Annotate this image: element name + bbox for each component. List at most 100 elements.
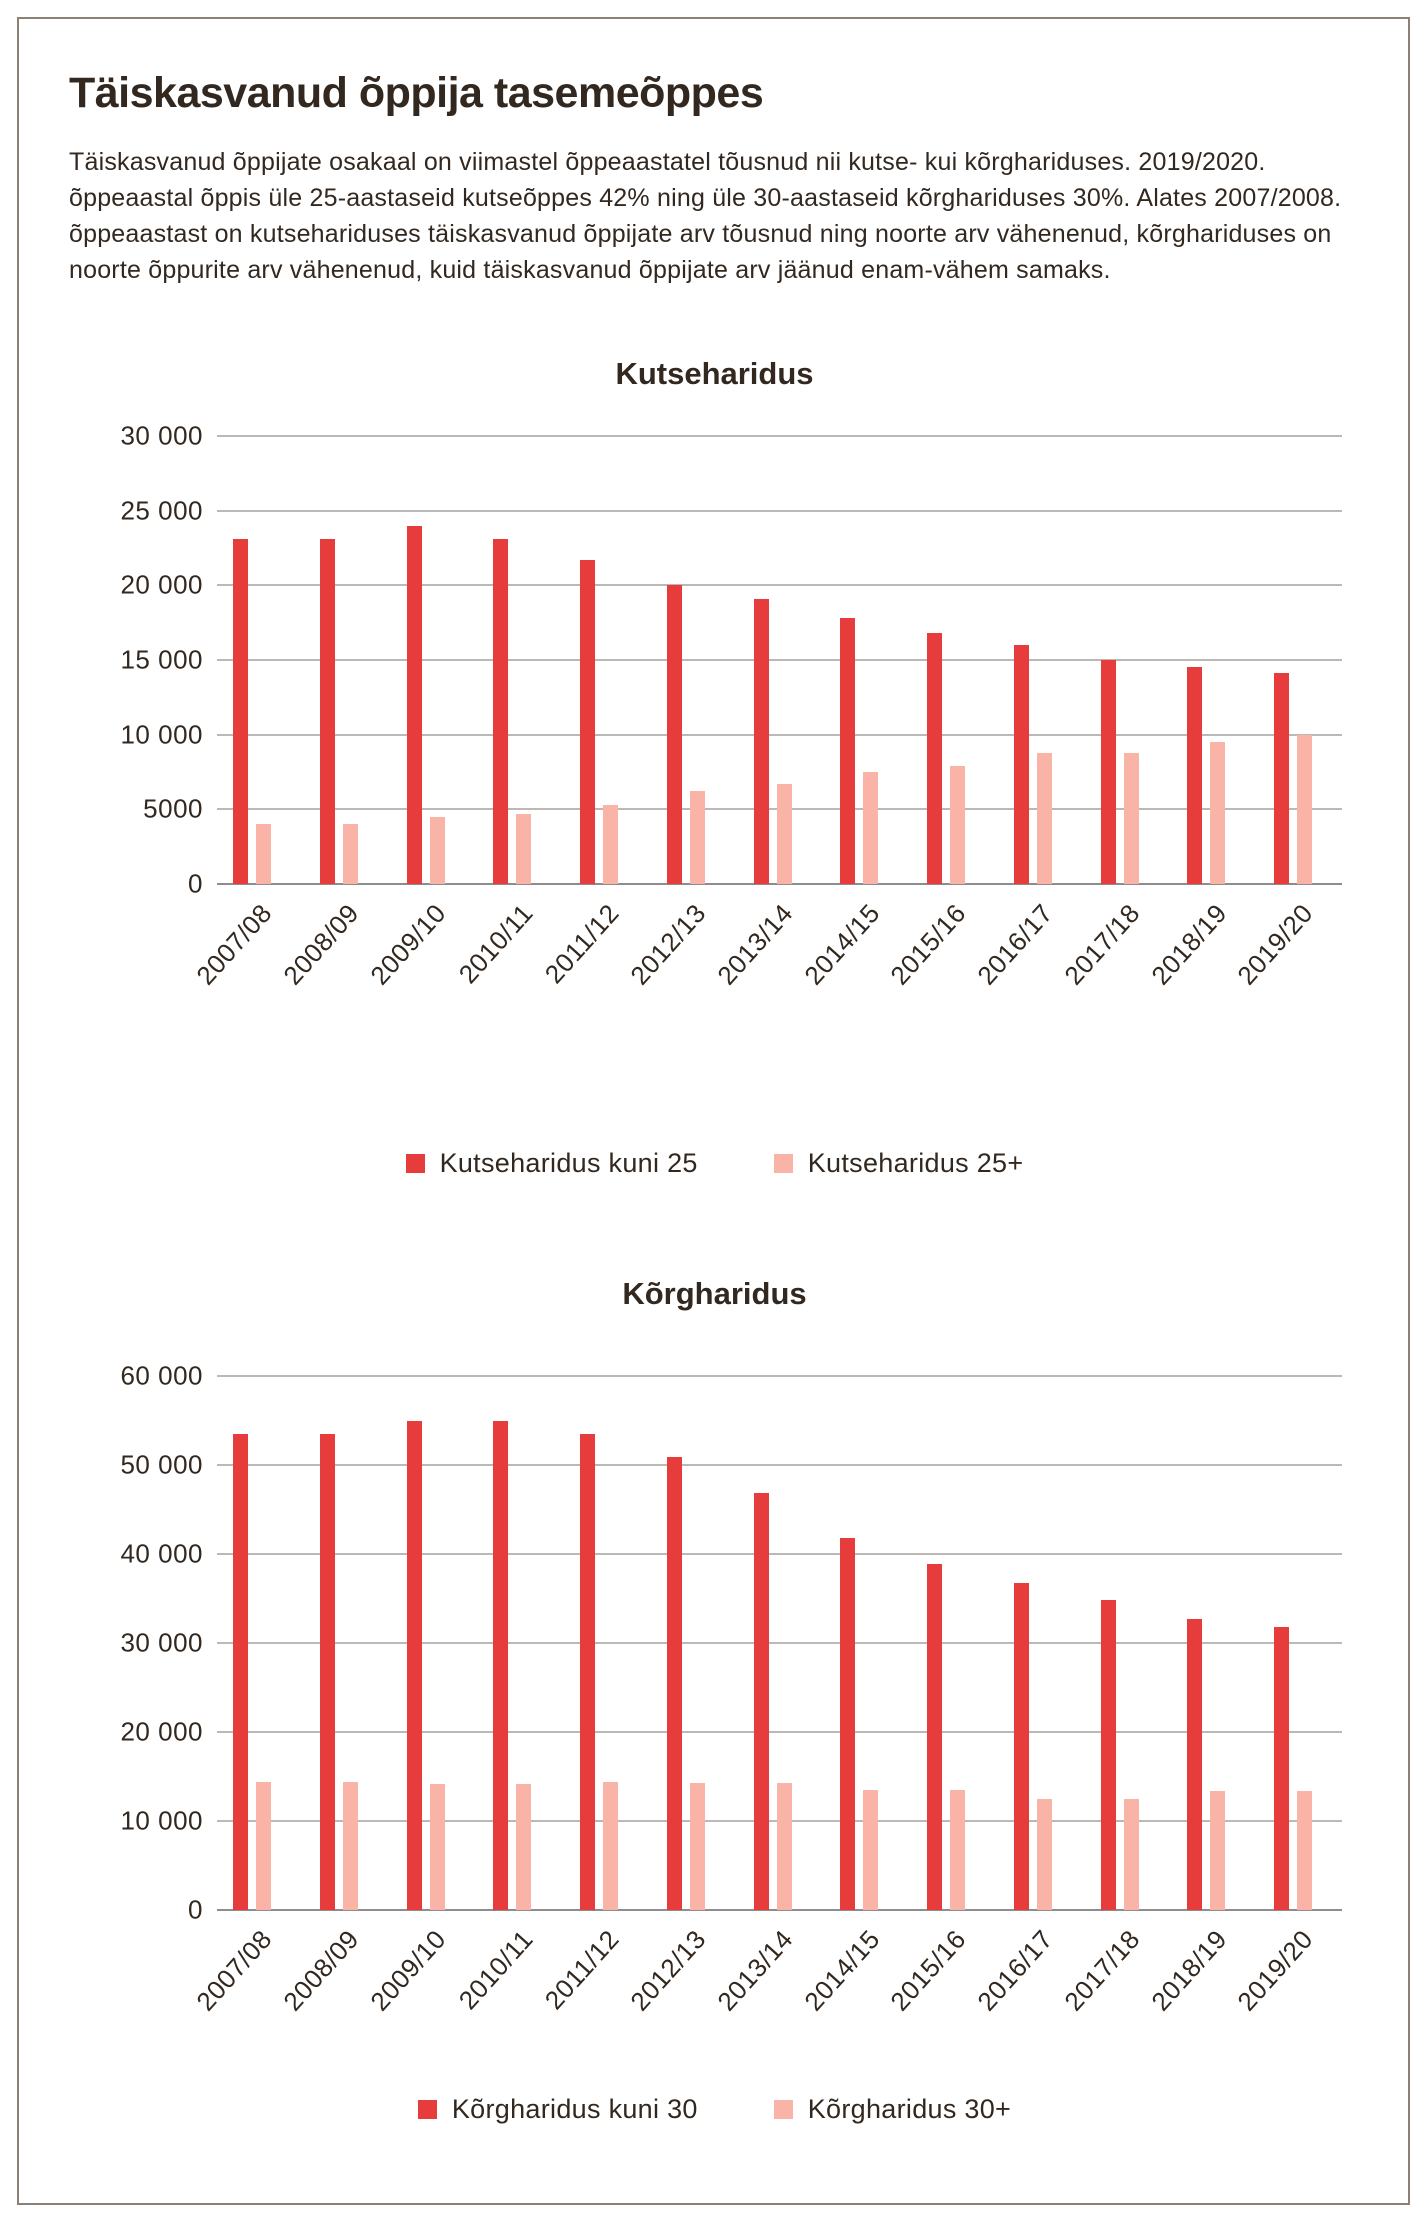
x-tick-cell: 2012/13 <box>624 1910 712 2060</box>
gridline <box>217 659 1342 661</box>
bar <box>1187 1618 1203 1910</box>
x-tick-cell: 2009/10 <box>364 884 452 1034</box>
bar <box>950 1789 965 1910</box>
bar <box>342 1781 358 1910</box>
bar <box>233 1433 248 1910</box>
x-tick-cell: 2011/12 <box>539 1910 625 2060</box>
bar-group <box>493 1376 532 1910</box>
y-axis-tick-label: 0 <box>188 1894 203 1925</box>
x-tick-cell: 2007/08 <box>191 884 279 1034</box>
x-axis-label: 2017/18 <box>1058 1924 1146 2017</box>
legend-swatch-icon <box>405 1153 425 1173</box>
bar <box>233 539 248 884</box>
x-axis-label: 2010/11 <box>452 1924 539 2016</box>
gridline <box>217 733 1342 736</box>
y-axis: 30 000 25 000 20 000 15 000 10 000 5000 0 <box>69 421 217 899</box>
legend-label: Kutseharidus kuni 25 <box>439 1147 698 1178</box>
y-axis-tick-label: 20 000 <box>120 569 203 600</box>
chart-plot-row: 60 000 50 000 40 000 30 000 20 000 10 000 0 <box>69 1361 1360 1925</box>
bar <box>840 1537 856 1910</box>
y-axis: 60 000 50 000 40 000 30 000 20 000 10 000 0 <box>69 1361 217 1925</box>
bar-group <box>233 1376 271 1910</box>
x-tick-cell: 2010/11 <box>452 1910 538 2060</box>
bar <box>1013 1583 1029 1910</box>
x-axis-label: 2018/19 <box>1144 1924 1233 2017</box>
x-axis: 2007/08 2008/09 2009/10 2010/11 2011/12 2012/… <box>191 884 1342 1034</box>
plot-area <box>217 1375 1342 1911</box>
x-axis-label: 2010/11 <box>452 898 539 990</box>
bar <box>429 1783 445 1910</box>
bar <box>493 1420 509 1910</box>
x-axis-label: 2009/10 <box>364 1924 452 2017</box>
bar <box>580 559 595 884</box>
x-tick-cell: 2014/15 <box>798 1910 886 2060</box>
bar <box>1013 645 1029 884</box>
bar <box>863 772 879 884</box>
bar-group <box>1274 436 1312 884</box>
plot-area <box>217 435 1342 885</box>
y-axis-tick-label: 20 000 <box>120 1716 203 1747</box>
bar-group <box>319 436 358 884</box>
x-axis-label: 2007/08 <box>190 1924 279 2017</box>
x-axis-label: 2014/15 <box>797 1924 886 2017</box>
bar-group <box>493 436 532 884</box>
x-tick-cell: 2015/16 <box>885 884 973 1034</box>
x-tick-cell: 2017/18 <box>1058 884 1146 1034</box>
bar <box>516 1783 532 1910</box>
gridline <box>217 1375 1342 1377</box>
y-axis-tick-label: 50 000 <box>120 1449 203 1480</box>
legend-item: Kutseharidus 25+ <box>773 1148 1024 1179</box>
chart-title: Kutseharidus <box>615 356 814 391</box>
bar <box>1100 1600 1116 1910</box>
bar <box>753 1493 769 1910</box>
bar-group <box>319 1376 358 1910</box>
bar <box>406 1420 422 1910</box>
legend-label: Kõrgharidus kuni 30 <box>451 2093 698 2124</box>
y-axis-tick-label: 10 000 <box>120 719 203 750</box>
legend-swatch-icon <box>773 1153 793 1173</box>
bar-group <box>666 436 705 884</box>
bar <box>406 525 422 884</box>
gridline <box>217 509 1342 512</box>
bar <box>429 816 445 884</box>
x-axis-label: 2013/14 <box>711 898 799 991</box>
bar-group <box>1100 1376 1139 1910</box>
bar <box>1210 1790 1226 1910</box>
bar <box>950 766 965 884</box>
bar <box>516 813 532 884</box>
legend-label: Kõrgharidus 30+ <box>807 2093 1012 2124</box>
x-tick-cell: 2012/13 <box>624 884 712 1034</box>
bar <box>603 804 618 884</box>
bars-row <box>217 1376 1342 1910</box>
bar-group <box>753 1376 792 1910</box>
y-axis-tick-label: 60 000 <box>120 1360 203 1391</box>
x-axis-line <box>217 1909 1342 1911</box>
bar-group <box>1274 1376 1312 1910</box>
bar <box>493 539 509 884</box>
x-axis: 2007/08 2008/09 2009/10 2010/11 2011/12 2012/… <box>191 1910 1342 2060</box>
intro-paragraph: Täiskasvanud õppijate osakaal on viimast… <box>69 148 1342 284</box>
bar <box>1123 752 1139 884</box>
bar-group <box>1187 1376 1226 1910</box>
bar <box>927 1563 942 1910</box>
x-tick-cell: 2015/16 <box>885 1910 973 2060</box>
bar-group <box>1187 436 1226 884</box>
bar <box>1274 1626 1289 1910</box>
x-axis-line <box>217 883 1342 885</box>
bar <box>1210 742 1226 884</box>
bar-group <box>1100 436 1139 884</box>
x-tick-cell: 2009/10 <box>364 1910 452 2060</box>
gridline <box>217 1731 1342 1733</box>
y-axis-tick-label: 30 000 <box>120 420 203 451</box>
gridline <box>217 1553 1342 1555</box>
x-axis-label: 2012/13 <box>624 1924 712 2017</box>
bar <box>666 1457 682 1910</box>
bar <box>1100 660 1116 884</box>
x-axis-label: 2016/17 <box>971 1924 1059 2017</box>
bar <box>840 618 856 884</box>
x-axis-label: 2007/08 <box>190 898 279 991</box>
bar-group <box>927 436 965 884</box>
x-axis-label: 2019/20 <box>1231 1924 1320 2017</box>
x-axis-label: 2008/09 <box>277 898 365 991</box>
chart-korgharidus: Kõrgharidus 60 000 50 000 40 000 30 000 20 0… <box>69 1276 1360 2126</box>
